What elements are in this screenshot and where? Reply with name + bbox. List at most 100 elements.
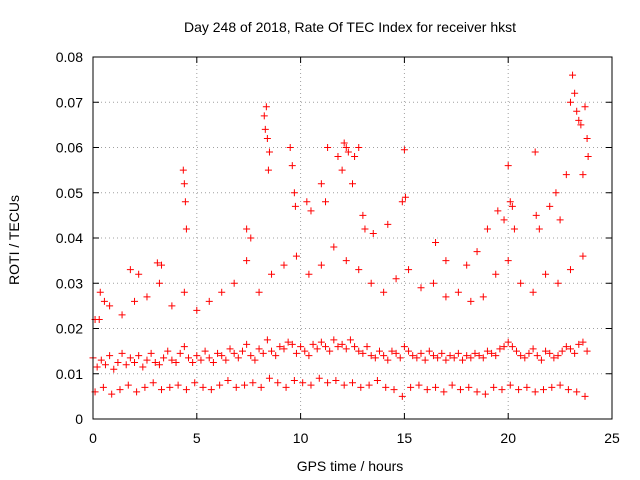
data-point bbox=[584, 153, 592, 161]
data-point bbox=[432, 239, 440, 247]
data-point bbox=[224, 377, 232, 385]
data-point bbox=[309, 340, 317, 348]
data-point bbox=[498, 386, 506, 394]
data-point bbox=[100, 297, 108, 305]
data-point bbox=[184, 354, 192, 362]
data-point bbox=[388, 347, 396, 355]
data-point bbox=[515, 386, 523, 394]
data-point bbox=[510, 225, 518, 233]
data-point bbox=[182, 386, 190, 394]
x-axis-ticks: 0 5 10 15 20 25 bbox=[89, 57, 620, 446]
data-point bbox=[564, 386, 572, 394]
data-point bbox=[380, 288, 388, 296]
x-tick-label: 20 bbox=[500, 430, 516, 446]
data-point bbox=[114, 358, 122, 366]
data-point bbox=[396, 354, 404, 362]
data-point bbox=[268, 347, 276, 355]
data-point bbox=[205, 354, 213, 362]
data-point bbox=[344, 148, 352, 156]
data-point bbox=[575, 116, 583, 124]
data-point bbox=[349, 379, 356, 387]
data-point bbox=[342, 257, 350, 265]
y-tick-label: 0 bbox=[75, 411, 83, 427]
data-point bbox=[264, 166, 272, 174]
data-point bbox=[459, 356, 467, 364]
data-point bbox=[573, 388, 581, 396]
data-point bbox=[176, 349, 184, 357]
data-point bbox=[488, 349, 496, 357]
data-point bbox=[429, 279, 437, 287]
data-point bbox=[255, 345, 263, 353]
data-point bbox=[218, 288, 226, 296]
data-point bbox=[322, 343, 330, 351]
data-point bbox=[299, 379, 307, 387]
data-point bbox=[262, 103, 270, 111]
data-point bbox=[168, 302, 176, 310]
data-point bbox=[542, 270, 550, 278]
data-point bbox=[338, 166, 346, 174]
data-point bbox=[363, 343, 371, 351]
data-point bbox=[209, 358, 217, 366]
data-point bbox=[492, 270, 500, 278]
y-tick-label: 0.01 bbox=[56, 366, 83, 382]
data-point bbox=[500, 216, 508, 224]
data-point bbox=[504, 338, 512, 346]
data-point bbox=[398, 392, 406, 400]
data-point bbox=[141, 383, 149, 391]
data-point bbox=[375, 347, 383, 355]
data-point bbox=[575, 340, 583, 348]
data-point bbox=[398, 198, 406, 206]
data-point bbox=[523, 383, 531, 391]
data-point bbox=[513, 347, 521, 355]
data-point bbox=[261, 125, 269, 133]
data-point bbox=[432, 383, 440, 391]
y-tick-label: 0.02 bbox=[56, 321, 83, 337]
data-point bbox=[214, 349, 222, 357]
data-point bbox=[359, 211, 367, 219]
x-axis-label: GPS time / hours bbox=[297, 458, 404, 474]
chart-title: Day 248 of 2018, Rate Of TEC Index for r… bbox=[184, 19, 516, 35]
data-point bbox=[243, 257, 251, 265]
data-point bbox=[149, 379, 157, 387]
data-point bbox=[313, 345, 321, 353]
data-point bbox=[280, 261, 288, 269]
data-point bbox=[562, 171, 570, 179]
data-point bbox=[243, 225, 251, 233]
data-point bbox=[97, 356, 105, 364]
data-point bbox=[255, 288, 263, 296]
data-point bbox=[118, 311, 126, 319]
data-point bbox=[550, 354, 558, 362]
data-point bbox=[338, 340, 346, 348]
data-point bbox=[330, 243, 338, 251]
data-point bbox=[349, 180, 356, 188]
data-point bbox=[473, 388, 481, 396]
data-point bbox=[290, 189, 298, 197]
data-point bbox=[135, 352, 143, 360]
data-point bbox=[367, 279, 375, 287]
data-point bbox=[471, 349, 479, 357]
y-axis-ticks: 0 0.01 0.02 0.03 0.04 0.05 0.06 0.07 0.08 bbox=[56, 49, 612, 427]
data-point bbox=[317, 180, 325, 188]
y-tick-label: 0.05 bbox=[56, 185, 83, 201]
data-point bbox=[272, 352, 280, 360]
data-point bbox=[247, 234, 255, 242]
data-point bbox=[579, 171, 587, 179]
data-point bbox=[579, 338, 587, 346]
data-point bbox=[292, 349, 300, 357]
data-point bbox=[230, 279, 238, 287]
data-point bbox=[265, 374, 273, 382]
data-point bbox=[531, 388, 539, 396]
data-point bbox=[506, 198, 514, 206]
data-point bbox=[556, 381, 564, 389]
data-point bbox=[96, 288, 104, 296]
data-point bbox=[118, 349, 126, 357]
data-point bbox=[340, 139, 348, 147]
data-point bbox=[508, 343, 516, 351]
data-point bbox=[438, 349, 446, 357]
data-point bbox=[172, 358, 180, 366]
data-point bbox=[392, 349, 400, 357]
data-point bbox=[454, 349, 462, 357]
data-point bbox=[180, 343, 188, 351]
data-point bbox=[180, 180, 188, 188]
